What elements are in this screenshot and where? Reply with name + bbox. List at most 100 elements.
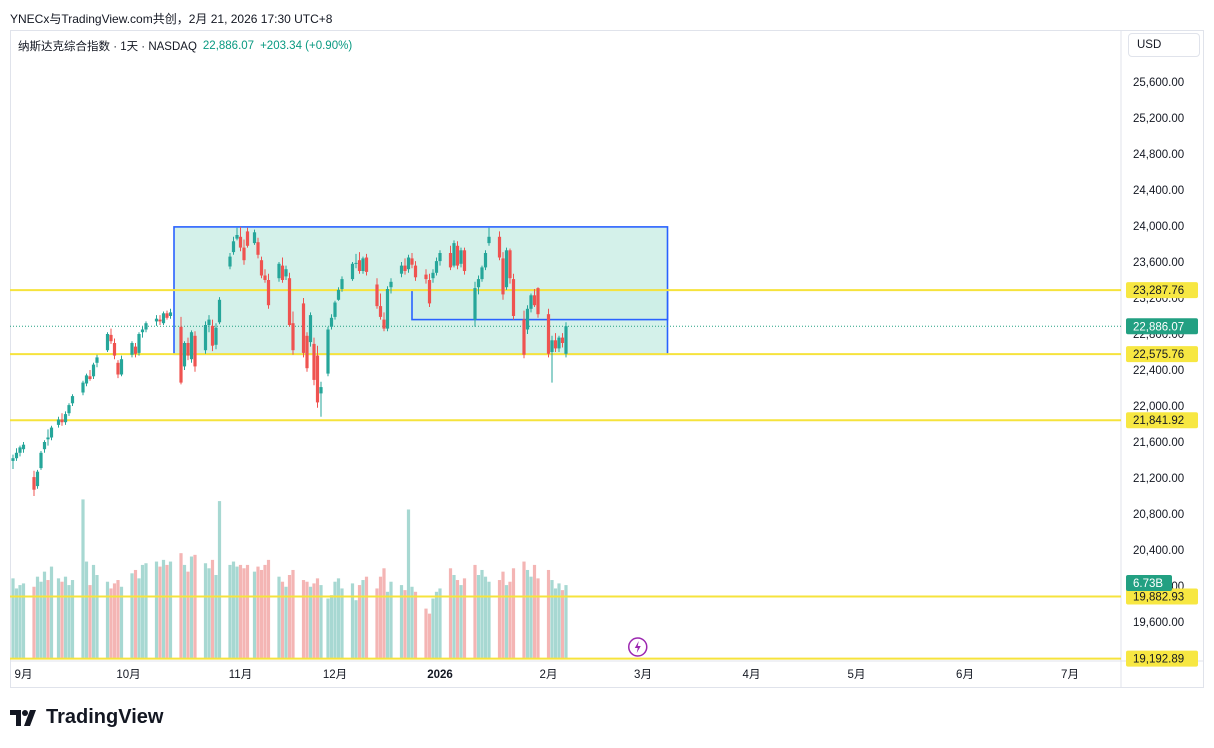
- candle-body[interactable]: [476, 279, 481, 288]
- candle-body[interactable]: [284, 269, 288, 277]
- candle-body[interactable]: [144, 323, 148, 330]
- candle-body[interactable]: [504, 250, 509, 288]
- candle-body[interactable]: [193, 335, 197, 367]
- candle-body[interactable]: [119, 359, 124, 375]
- candle-body[interactable]: [406, 257, 411, 270]
- candle-body[interactable]: [487, 236, 491, 244]
- candle-body[interactable]: [560, 337, 565, 343]
- symbol-legend[interactable]: 纳斯达克综合指数 · 1天 · NASDAQ 22,886.07 +203.34…: [18, 38, 352, 54]
- candle-body[interactable]: [546, 314, 551, 354]
- candle-body[interactable]: [277, 263, 281, 279]
- candle-body[interactable]: [161, 313, 166, 324]
- candle-body[interactable]: [189, 332, 194, 360]
- candle-body[interactable]: [42, 442, 47, 450]
- candle-body[interactable]: [259, 260, 264, 276]
- candle-body[interactable]: [242, 247, 246, 261]
- candle-body[interactable]: [91, 364, 96, 377]
- candle-body[interactable]: [525, 308, 530, 330]
- candle-body[interactable]: [511, 279, 516, 316]
- candle-body[interactable]: [140, 329, 145, 333]
- candle-body[interactable]: [550, 340, 554, 352]
- candle-body[interactable]: [431, 272, 435, 279]
- candle-body[interactable]: [452, 243, 456, 266]
- candle-body[interactable]: [410, 258, 414, 265]
- symbol-name[interactable]: 纳斯达克综合指数 · 1天 · NASDAQ: [18, 41, 197, 53]
- candle-body[interactable]: [378, 306, 383, 317]
- candle-body[interactable]: [312, 343, 316, 380]
- currency-selector[interactable]: USD: [1128, 33, 1200, 57]
- candle-body[interactable]: [67, 405, 71, 414]
- candle-body[interactable]: [116, 362, 120, 375]
- candle-body[interactable]: [375, 284, 379, 307]
- candle-body[interactable]: [301, 303, 306, 353]
- candle-body[interactable]: [403, 265, 407, 271]
- candle-body[interactable]: [214, 327, 218, 345]
- candle-body[interactable]: [336, 289, 341, 300]
- candle-body[interactable]: [553, 340, 558, 349]
- candle-body[interactable]: [95, 357, 99, 363]
- candle-body[interactable]: [536, 288, 540, 315]
- candle-body[interactable]: [434, 261, 439, 273]
- candle-body[interactable]: [399, 265, 404, 274]
- candle-body[interactable]: [564, 326, 568, 354]
- candle-body[interactable]: [186, 343, 190, 356]
- candle-body[interactable]: [182, 343, 187, 367]
- candle-body[interactable]: [333, 302, 337, 317]
- candle-body[interactable]: [389, 281, 393, 288]
- candle-body[interactable]: [350, 263, 355, 280]
- candle-body[interactable]: [158, 319, 162, 322]
- candle-body[interactable]: [280, 265, 285, 280]
- candle-body[interactable]: [154, 318, 159, 322]
- candle-body[interactable]: [385, 289, 390, 329]
- candle-body[interactable]: [357, 260, 362, 271]
- candle-body[interactable]: [287, 278, 292, 325]
- candle-body[interactable]: [532, 295, 537, 306]
- candle-body[interactable]: [179, 326, 183, 383]
- range-rectangle-2[interactable]: [411, 289, 669, 321]
- candle-body[interactable]: [203, 325, 208, 351]
- candle-body[interactable]: [483, 253, 488, 268]
- candle-body[interactable]: [235, 235, 239, 239]
- candle-body[interactable]: [39, 452, 43, 469]
- candle-body[interactable]: [21, 444, 26, 450]
- candle-body[interactable]: [18, 447, 22, 453]
- candle-body[interactable]: [11, 458, 15, 461]
- candle-body[interactable]: [32, 477, 36, 490]
- candle-body[interactable]: [228, 256, 232, 267]
- candle-body[interactable]: [35, 471, 40, 487]
- candle-body[interactable]: [522, 319, 526, 355]
- candle-body[interactable]: [168, 312, 173, 316]
- candle-body[interactable]: [109, 334, 113, 342]
- candle-body[interactable]: [56, 419, 61, 425]
- candle-body[interactable]: [340, 279, 344, 289]
- candle-body[interactable]: [63, 414, 68, 423]
- candle-body[interactable]: [210, 325, 215, 346]
- candle-body[interactable]: [529, 295, 533, 309]
- tradingview-logo[interactable]: TradingView: [10, 706, 163, 729]
- candle-body[interactable]: [305, 335, 309, 369]
- candle-body[interactable]: [308, 315, 313, 343]
- candle-body[interactable]: [448, 253, 453, 268]
- candle-body[interactable]: [382, 319, 386, 329]
- candle-body[interactable]: [238, 236, 243, 248]
- candle-body[interactable]: [46, 437, 50, 440]
- candle-body[interactable]: [231, 241, 236, 253]
- candle-body[interactable]: [354, 262, 358, 264]
- candle-body[interactable]: [130, 343, 134, 355]
- candle-body[interactable]: [49, 427, 54, 438]
- candle-body[interactable]: [319, 387, 323, 394]
- candle-body[interactable]: [291, 323, 295, 351]
- candle-body[interactable]: [329, 317, 334, 327]
- candle-body[interactable]: [256, 242, 260, 255]
- candle-body[interactable]: [81, 382, 85, 393]
- candle-body[interactable]: [462, 250, 467, 271]
- candle-body[interactable]: [217, 299, 222, 323]
- candle-body[interactable]: [508, 250, 512, 279]
- candle-body[interactable]: [455, 245, 460, 266]
- candle-body[interactable]: [364, 257, 369, 272]
- candle-body[interactable]: [459, 250, 463, 264]
- candle-body[interactable]: [88, 376, 92, 379]
- candle-body[interactable]: [438, 253, 442, 262]
- candle-body[interactable]: [133, 346, 138, 354]
